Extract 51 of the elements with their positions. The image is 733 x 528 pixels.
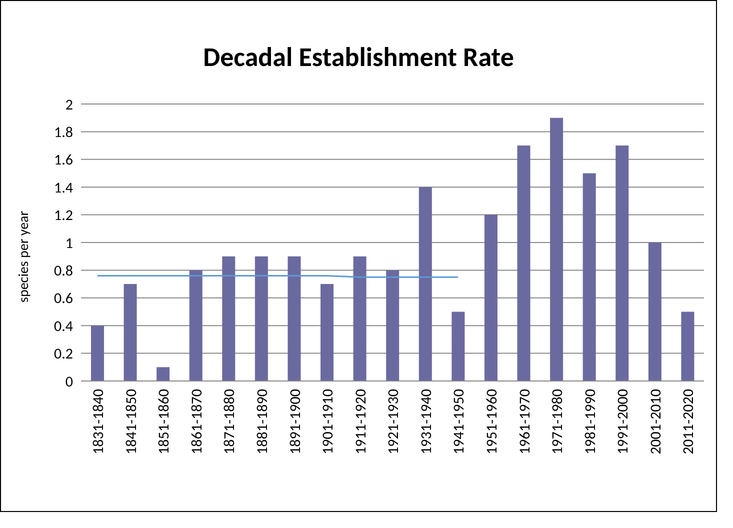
x-tick-label: 1891-1900 [286, 388, 305, 454]
y-tick-label: 0.8 [54, 262, 73, 281]
x-tick-label: 1941-1950 [450, 388, 469, 454]
x-tick-label: 1901-1910 [320, 388, 338, 454]
y-axis-title: species per year [14, 210, 32, 302]
chart-title: Decadal Establishment Rate [202, 41, 515, 74]
x-tick-label: 1961-1970 [516, 388, 534, 454]
y-tick-label: 1.2 [54, 207, 73, 226]
x-tick-label: 2011-2020 [680, 388, 698, 454]
bar [517, 146, 530, 381]
x-tick-label: 1981-1990 [582, 388, 600, 454]
x-tick-label: 1921-1930 [385, 388, 404, 454]
bar [189, 270, 202, 381]
x-tick-label: 1991-2000 [614, 388, 633, 454]
bar [648, 242, 662, 381]
y-tick-label: 1.6 [54, 152, 74, 170]
bar [254, 256, 268, 381]
x-tick-label: 1841-1850 [122, 388, 141, 454]
y-tick-label: 0 [65, 373, 74, 392]
bar [156, 367, 170, 381]
bar [386, 270, 400, 381]
x-tick-label: 1851-1860 [156, 388, 174, 454]
x-tick-label: 1871-1880 [221, 388, 240, 454]
x-tick-label: 1951-1960 [484, 388, 502, 454]
y-tick-label: 1 [65, 234, 73, 253]
y-tick-label: 0.2 [54, 346, 73, 364]
y-tick-label: 1.8 [54, 124, 73, 142]
y-tick-label: 0.4 [54, 318, 74, 336]
bar [452, 312, 465, 381]
bar [222, 256, 236, 381]
bar [616, 146, 629, 381]
bar [124, 284, 137, 381]
x-tick-label: 1931-1940 [418, 388, 436, 454]
bar [681, 312, 694, 381]
y-tick-label: 1.4 [54, 179, 74, 198]
x-tick-label: 2001-2010 [647, 388, 666, 454]
bar [91, 326, 104, 381]
bar [288, 256, 301, 381]
x-tick-label: 1911-1920 [352, 388, 370, 454]
x-tick-label: 1971-1980 [549, 388, 568, 454]
bar [353, 256, 366, 381]
x-tick-label: 1831-1840 [90, 388, 108, 454]
bar [320, 284, 334, 381]
bar [484, 214, 498, 381]
bar [550, 118, 564, 381]
y-tick-label: 0.6 [54, 290, 74, 308]
bar [418, 187, 432, 381]
y-tick-label: 2 [65, 96, 73, 114]
x-tick-label: 1861-1870 [188, 388, 206, 454]
bar [582, 173, 596, 381]
x-tick-label: 1881-1890 [254, 388, 272, 454]
